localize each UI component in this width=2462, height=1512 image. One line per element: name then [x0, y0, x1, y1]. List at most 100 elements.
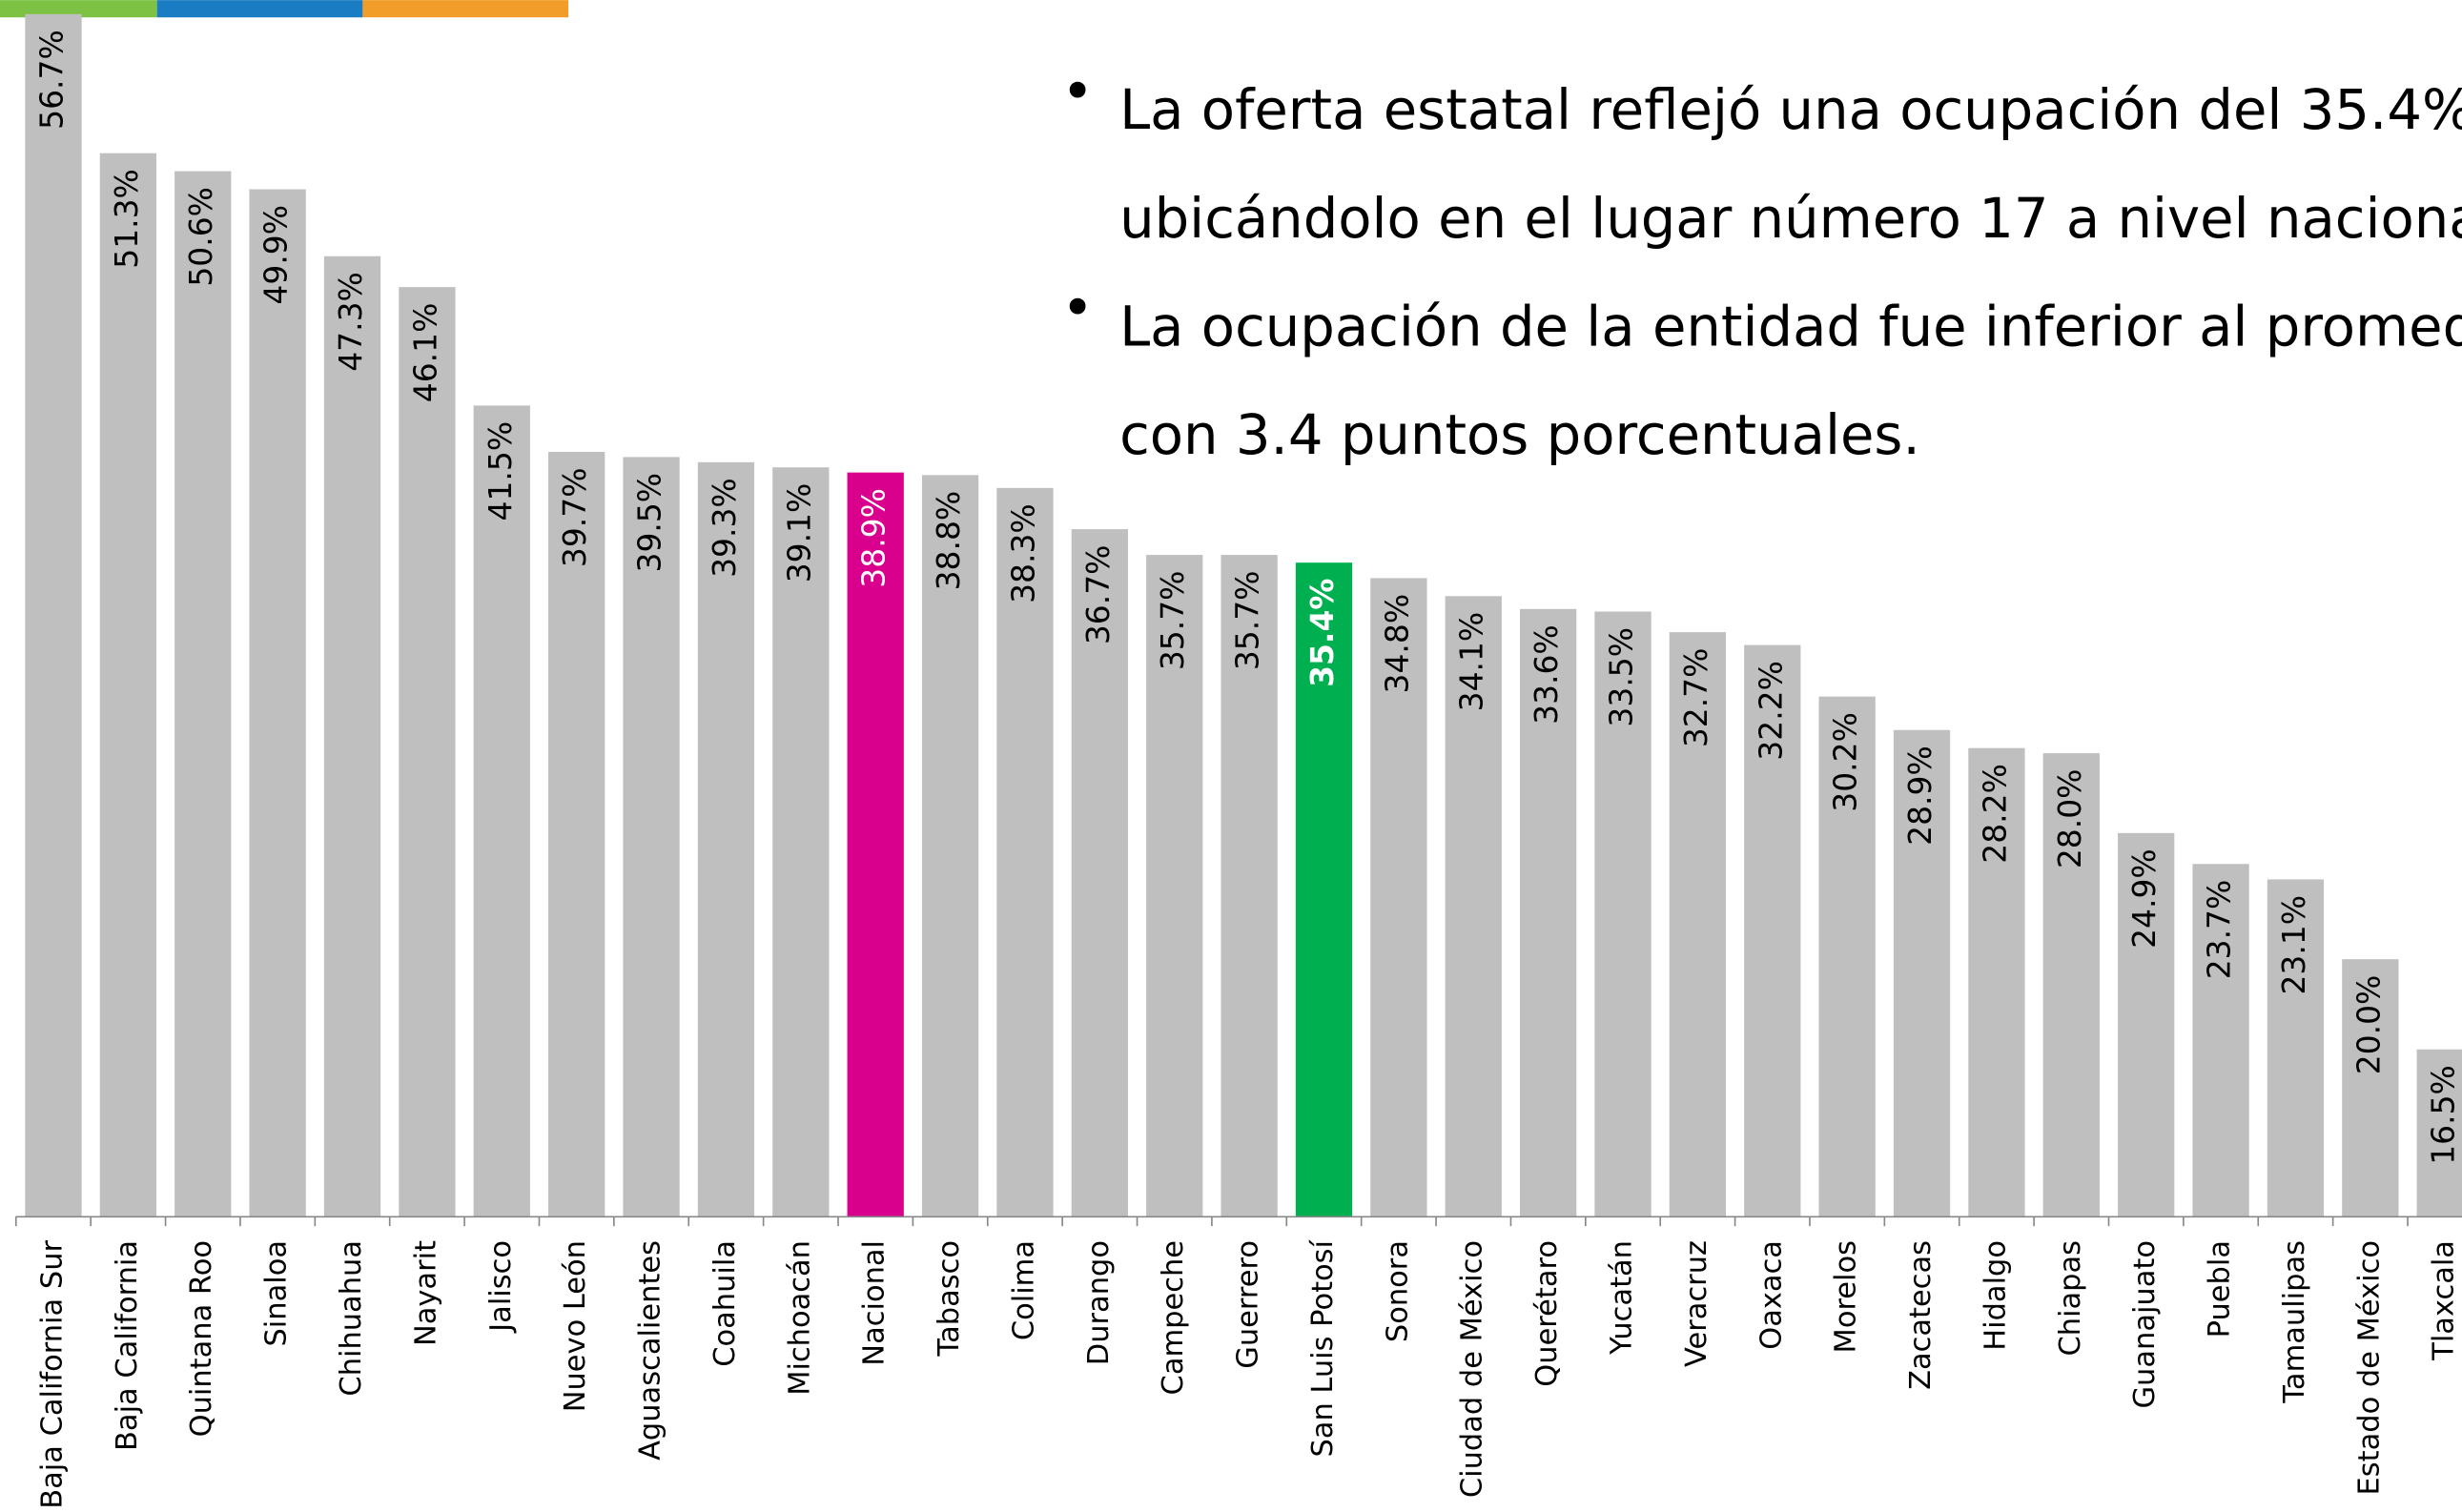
x-tick-label: San Luis Potosí	[1306, 1238, 1340, 1457]
header-stripe	[362, 0, 569, 18]
bar	[1594, 611, 1652, 1217]
x-tick-label: Durango	[1082, 1240, 1116, 1365]
data-label: 24.9%	[2125, 848, 2163, 949]
data-label: 28.9%	[1901, 746, 1939, 846]
data-label: 46.1%	[406, 303, 443, 403]
x-tick-label: Baja California	[111, 1240, 144, 1451]
data-label: 28.2%	[1976, 764, 2013, 864]
data-label: 51.3%	[108, 169, 145, 269]
x-tick-label: Ciudad de México	[1456, 1240, 1489, 1498]
x-tick-label: Tabasco	[933, 1240, 966, 1357]
data-label: 35.7%	[1154, 571, 1191, 671]
bar	[25, 13, 82, 1217]
x-tick-label: Campeche	[1157, 1240, 1190, 1395]
bar	[1221, 555, 1278, 1217]
bar	[996, 487, 1054, 1217]
x-tick-label: Zacatecas	[1904, 1240, 1938, 1390]
bar	[2118, 832, 2175, 1217]
x-tick-label: Chiapas	[2054, 1240, 2087, 1357]
x-tick-label: Veracruz	[1680, 1240, 1713, 1367]
bullet-text: La ocupación de la entidad fue inferior …	[1119, 295, 2462, 358]
bar	[1893, 729, 1951, 1217]
bar	[473, 405, 530, 1217]
bar	[1146, 555, 1203, 1217]
header-stripe	[0, 0, 157, 18]
bar	[1744, 644, 1801, 1217]
x-tick-label: Nacional	[858, 1240, 892, 1366]
data-label: 39.7%	[556, 467, 593, 567]
data-label: 32.7%	[1677, 648, 1714, 748]
bar	[697, 461, 755, 1217]
data-label: 38.3%	[1004, 503, 1041, 603]
x-tick-label: Morelos	[1830, 1240, 1863, 1353]
data-label: 38.8%	[930, 491, 967, 591]
bullet: •	[1061, 276, 1094, 340]
x-tick-label: Michoacán	[783, 1240, 816, 1396]
data-label: 34.8%	[1378, 594, 1415, 694]
x-tick-label: Yucatán	[1606, 1240, 1639, 1356]
bar	[772, 467, 830, 1217]
data-label: 20.0%	[2349, 975, 2387, 1075]
x-tick-label: Nuevo León	[559, 1240, 592, 1412]
bar	[1818, 696, 1876, 1217]
data-label: 30.2%	[1827, 712, 1864, 812]
bar	[174, 171, 232, 1217]
data-label: 35.4%	[1303, 579, 1341, 687]
data-label: 32.2%	[1752, 661, 1789, 761]
x-tick-label: Tlaxcala	[2428, 1240, 2461, 1361]
bar	[1295, 562, 1353, 1217]
x-tick-label: Nayarit	[409, 1240, 442, 1346]
bar	[2267, 879, 2325, 1217]
bar	[1370, 578, 1427, 1217]
bar	[399, 287, 456, 1217]
data-label: 39.1%	[780, 483, 817, 583]
data-label: 33.5%	[1603, 627, 1640, 727]
bar	[847, 472, 904, 1217]
x-tick-label: Sinaloa	[260, 1240, 294, 1347]
bar	[2416, 1049, 2462, 1217]
data-label: 39.3%	[706, 478, 743, 578]
x-tick-label: Colima	[1007, 1240, 1040, 1340]
bar	[2192, 864, 2249, 1217]
bullet-text: ubicándolo en el lugar número 17 a nivel…	[1119, 187, 2462, 251]
x-tick-label: Hidalgo	[1979, 1240, 2012, 1351]
bar	[2042, 753, 2100, 1217]
x-tick-label: Aguascalientes	[634, 1240, 667, 1461]
bar	[1968, 747, 2025, 1217]
bar	[2342, 959, 2399, 1217]
bullet-list: • La oferta estatal reflejó una ocupación…	[1061, 59, 2462, 467]
header-stripe	[156, 0, 363, 18]
bar	[548, 452, 605, 1217]
data-label: 23.1%	[2275, 895, 2312, 995]
bar	[1445, 596, 1502, 1217]
x-tick-label: Quintana Roo	[185, 1240, 218, 1437]
data-label: 49.9%	[257, 205, 295, 305]
data-label: 16.5%	[2425, 1065, 2462, 1165]
x-tick-label: Baja California Sur	[35, 1240, 69, 1509]
data-label: 35.7%	[1229, 571, 1266, 671]
data-label: 41.5%	[482, 421, 519, 521]
bar	[1519, 608, 1577, 1217]
x-tick-label: Oaxaca	[1754, 1240, 1788, 1350]
bar	[323, 255, 381, 1217]
x-tick-label: Puebla	[2204, 1240, 2237, 1338]
bar	[1071, 529, 1128, 1217]
data-label: 28.0%	[2051, 769, 2088, 869]
bullet: •	[1061, 59, 1094, 123]
x-tick-label: Chihuahua	[335, 1240, 368, 1397]
data-label: 56.7%	[32, 30, 70, 130]
data-label: 47.3%	[332, 272, 369, 372]
data-label: 39.5%	[631, 473, 668, 573]
bar	[623, 457, 680, 1217]
bar	[249, 189, 306, 1217]
data-label: 33.6%	[1528, 624, 1565, 725]
x-tick-label: Estado de México	[2352, 1240, 2386, 1495]
bar	[921, 475, 979, 1217]
bullet-text: con 3.4 puntos porcentuales.	[1119, 403, 1920, 467]
bar	[99, 153, 157, 1217]
data-label: 36.7%	[1079, 545, 1117, 645]
x-tick-label: Querétaro	[1530, 1240, 1564, 1387]
x-tick-label: Jalisco	[484, 1240, 518, 1334]
data-label: 38.9%	[855, 488, 892, 588]
